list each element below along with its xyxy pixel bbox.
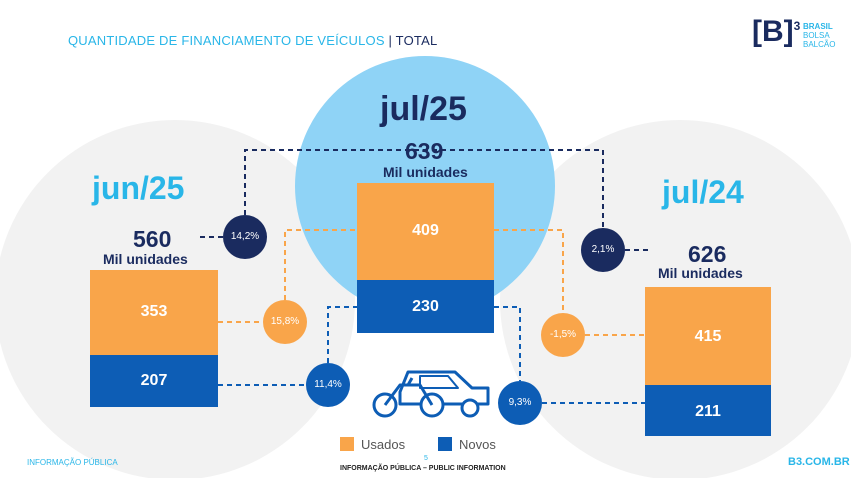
unit-jul24: Mil unidades (658, 265, 743, 281)
badge-mom-novos (306, 363, 350, 407)
value-jun25-usados: 353 (140, 303, 168, 320)
logo-line3: BALCÃO (803, 40, 836, 49)
connector-usados (218, 229, 645, 336)
value-jun25-novos: 207 (140, 372, 168, 389)
badge-mom-usados (263, 300, 307, 344)
logo-text: BRASIL BOLSA BALCÃO (803, 22, 835, 49)
pct-mom-total: 14,2% (230, 231, 260, 242)
title-suffix: | TOTAL (388, 33, 438, 48)
connector-total (200, 149, 650, 251)
bar-jun25-usados (90, 270, 218, 355)
badge-mom-total (223, 215, 267, 259)
total-jul25: 639 (405, 138, 444, 164)
pct-yoy-novos: 9,3% (508, 397, 532, 408)
unit-jul25: Mil unidades (383, 164, 468, 180)
pct-yoy-total: 2,1% (591, 244, 615, 255)
period-label-jul25: jul/25 (380, 90, 467, 128)
badge-yoy-usados (541, 313, 585, 357)
title-main: QUANTIDADE DE FINANCIAMENTO DE VEÍCULOS (68, 33, 385, 48)
badge-yoy-novos (498, 381, 542, 425)
footer-link[interactable]: B3.COM.BR (788, 456, 850, 468)
footer-center: INFORMAÇÃO PÚBLICA – PUBLIC INFORMATION (340, 465, 506, 472)
logo-line1: BRASIL (803, 22, 833, 31)
bar-jul24-novos (645, 385, 771, 436)
pct-mom-novos: 11,4% (314, 379, 342, 390)
unit-jun25: Mil unidades (103, 251, 188, 267)
logo-mark: [B] (752, 15, 794, 48)
total-jun25: 560 (133, 226, 172, 252)
legend-novos: Novos (459, 437, 496, 452)
bar-jun25-novos (90, 355, 218, 407)
vehicles-icon (372, 370, 490, 418)
pct-mom-usados: 15,8% (270, 316, 300, 327)
logo-line2: BOLSA (803, 31, 830, 40)
logo-sup: 3 (793, 19, 801, 33)
value-jul25-usados: 409 (412, 222, 439, 239)
pct-yoy-usados: -1,5% (549, 329, 577, 340)
connector-novos (218, 306, 645, 404)
value-jul25-novos: 230 (412, 298, 439, 315)
total-jul24: 626 (688, 241, 727, 267)
value-jul24-novos: 211 (695, 403, 721, 420)
badge-yoy-total (581, 228, 625, 272)
page-title: QUANTIDADE DE FINANCIAMENTO DE VEÍCULOS … (68, 33, 437, 48)
legend-swatch-usados (340, 437, 354, 451)
period-label-jun25: jun/25 (92, 170, 185, 206)
bar-jul24-usados (645, 287, 771, 385)
page-number: 5 (424, 455, 428, 462)
footer-left: INFORMAÇÃO PÚBLICA (27, 458, 118, 467)
value-jul24-usados: 415 (694, 328, 722, 345)
bar-jul25-usados (357, 183, 494, 280)
legend-swatch-novos (438, 437, 452, 451)
period-label-jul24: jul/24 (662, 174, 744, 210)
legend-usados: Usados (361, 437, 406, 452)
bar-jul25-novos (357, 280, 494, 333)
b3-logo: [B]3 (752, 15, 800, 49)
